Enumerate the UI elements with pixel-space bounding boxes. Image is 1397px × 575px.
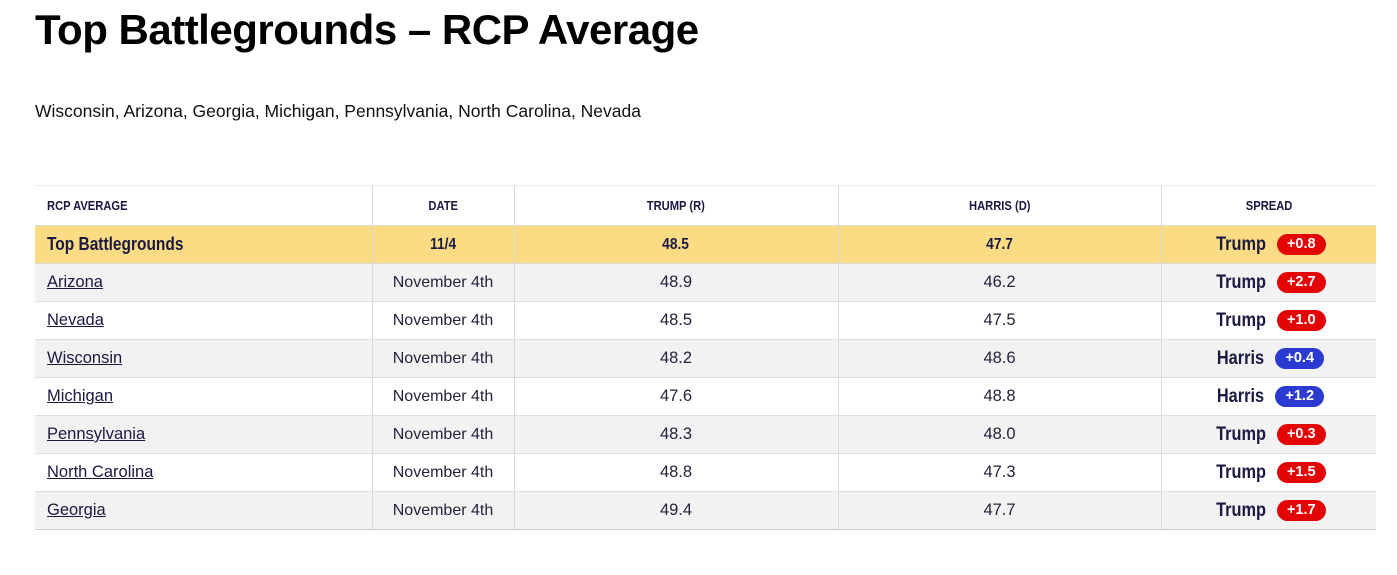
trump-value-cell: 47.6 — [514, 377, 839, 416]
harris-value-cell: 46.2 — [838, 263, 1162, 302]
harris-value-cell: 47.5 — [838, 301, 1162, 340]
spread-cell: Harris +0.4 — [1161, 339, 1376, 378]
trump-value-cell: 48.5 — [514, 301, 839, 340]
date-cell: November 4th — [372, 377, 515, 416]
spread-badge: +1.0 — [1276, 310, 1326, 331]
summary-label-cell: Top Battlegrounds — [35, 225, 373, 264]
harris-value-cell: 47.3 — [838, 453, 1162, 492]
spread-badge: +0.8 — [1276, 234, 1326, 255]
spread-cell: Trump +1.5 — [1161, 453, 1376, 492]
state-link[interactable]: Arizona — [47, 273, 103, 291]
state-row: Pennsylvania November 4th 48.3 48.0 Trum… — [35, 415, 1376, 454]
state-link[interactable]: Wisconsin — [47, 349, 123, 367]
column-header-spread: SPREAD — [1161, 185, 1376, 226]
spread-leader-label: Trump — [1215, 233, 1266, 255]
state-row: North Carolina November 4th 48.8 47.3 Tr… — [35, 453, 1376, 492]
spread-cell: Trump +1.7 — [1161, 491, 1376, 530]
state-link[interactable]: Pennsylvania — [47, 425, 146, 443]
spread-leader-label: Trump — [1215, 461, 1266, 483]
state-name-cell: Nevada — [35, 301, 373, 340]
harris-value-cell: 48.0 — [838, 415, 1162, 454]
date-cell: November 4th — [372, 263, 515, 302]
state-row: Nevada November 4th 48.5 47.5 Trump +1.0 — [35, 301, 1376, 340]
state-row: Georgia November 4th 49.4 47.7 Trump +1.… — [35, 491, 1376, 530]
spread-cell: Trump +0.3 — [1161, 415, 1376, 454]
summary-date-cell: 11/4 — [372, 225, 515, 264]
summary-row: Top Battlegrounds 11/4 48.5 47.7 Trump +… — [35, 225, 1376, 264]
page-subtitle: Wisconsin, Arizona, Georgia, Michigan, P… — [35, 101, 641, 121]
state-row: Wisconsin November 4th 48.2 48.6 Harris … — [35, 339, 1376, 378]
state-name-cell: Michigan — [35, 377, 373, 416]
spread-cell: Harris +1.2 — [1161, 377, 1376, 416]
spread-leader-label: Harris — [1217, 347, 1265, 369]
spread-leader-label: Trump — [1215, 271, 1266, 293]
spread-cell: Trump +2.7 — [1161, 263, 1376, 302]
state-row: Michigan November 4th 47.6 48.8 Harris +… — [35, 377, 1376, 416]
date-cell: November 4th — [372, 453, 515, 492]
spread-leader-label: Harris — [1217, 385, 1265, 407]
trump-value-cell: 49.4 — [514, 491, 839, 530]
state-link[interactable]: North Carolina — [47, 463, 154, 481]
trump-value-cell: 48.2 — [514, 339, 839, 378]
spread-badge: +1.2 — [1275, 386, 1325, 407]
column-header-rcp-average: RCP AVERAGE — [35, 185, 373, 226]
trump-value-cell: 48.8 — [514, 453, 839, 492]
summary-trump-cell: 48.5 — [514, 225, 839, 264]
column-header-harris: HARRIS (D) — [838, 185, 1162, 226]
state-name-cell: North Carolina — [35, 453, 373, 492]
date-cell: November 4th — [372, 415, 515, 454]
spread-badge: +2.7 — [1276, 272, 1326, 293]
spread-badge: +0.3 — [1276, 424, 1326, 445]
state-link[interactable]: Nevada — [47, 311, 104, 329]
state-link[interactable]: Michigan — [47, 387, 114, 405]
state-row: Arizona November 4th 48.9 46.2 Trump +2.… — [35, 263, 1376, 302]
page-title: Top Battlegrounds – RCP Average — [35, 6, 699, 53]
state-name-cell: Wisconsin — [35, 339, 373, 378]
state-name-cell: Arizona — [35, 263, 373, 302]
table-body: Top Battlegrounds 11/4 48.5 47.7 Trump +… — [35, 225, 1376, 530]
rcp-average-page: Top Battlegrounds – RCP Average Wisconsi… — [35, 6, 1376, 530]
spread-cell: Trump +1.0 — [1161, 301, 1376, 340]
trump-value-cell: 48.3 — [514, 415, 839, 454]
date-cell: November 4th — [372, 491, 515, 530]
harris-value-cell: 47.7 — [838, 491, 1162, 530]
spread-badge: +0.4 — [1275, 348, 1325, 369]
spread-badge: +1.7 — [1276, 500, 1326, 521]
spread-badge: +1.5 — [1276, 462, 1326, 483]
battlegrounds-table: RCP AVERAGE DATE TRUMP (R) HARRIS (D) SP… — [35, 185, 1376, 530]
trump-value-cell: 48.9 — [514, 263, 839, 302]
spread-leader-label: Trump — [1215, 423, 1266, 445]
harris-value-cell: 48.6 — [838, 339, 1162, 378]
date-cell: November 4th — [372, 301, 515, 340]
date-cell: November 4th — [372, 339, 515, 378]
state-link[interactable]: Georgia — [47, 501, 106, 519]
table-header-row: RCP AVERAGE DATE TRUMP (R) HARRIS (D) SP… — [35, 185, 1376, 226]
column-header-trump: TRUMP (R) — [514, 185, 839, 226]
column-header-date: DATE — [372, 185, 515, 226]
spread-leader-label: Trump — [1215, 499, 1266, 521]
spread-leader-label: Trump — [1215, 309, 1266, 331]
summary-harris-cell: 47.7 — [838, 225, 1162, 264]
state-name-cell: Georgia — [35, 491, 373, 530]
state-name-cell: Pennsylvania — [35, 415, 373, 454]
summary-spread-cell: Trump +0.8 — [1161, 225, 1376, 264]
harris-value-cell: 48.8 — [838, 377, 1162, 416]
